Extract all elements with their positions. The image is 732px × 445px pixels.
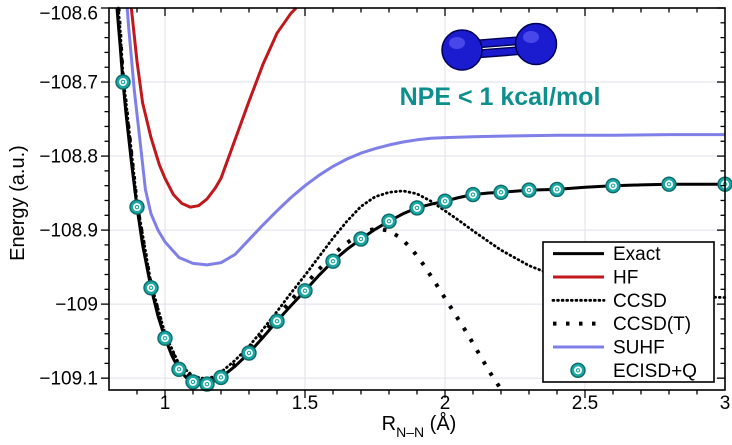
legend-item-hf: HF [553, 268, 638, 289]
npe-annotation: NPE < 1 kcal/mol [399, 83, 601, 111]
ecisd-q-marker [129, 199, 145, 215]
series-curves [115, 6, 732, 392]
series-hf-curve [129, 6, 298, 209]
nitrogen-atom-left [441, 29, 483, 71]
ecisd-q-marker [241, 345, 257, 361]
series-exact-curve [115, 7, 725, 386]
legend-label-ccsd-t: CCSD(T) [613, 314, 691, 335]
series-suhf-curve [125, 7, 725, 267]
legend-label-exact: Exact [613, 244, 661, 265]
ecisd-q-marker [213, 369, 229, 386]
legend-item-ccsd-t: CCSD(T) [553, 314, 691, 335]
ecisd-q-marker [269, 313, 285, 329]
ecisd-q-marker [521, 182, 537, 198]
y-tick-label: −108.7 [39, 73, 98, 94]
ecisd-q-marker [171, 361, 187, 377]
ecisd-q-marker [465, 186, 481, 203]
ecisd-q-marker [185, 374, 201, 390]
x-axis-label: RN–N (Å) [309, 413, 529, 440]
x-axis-label-suffix: (Å) [424, 413, 457, 435]
y-tick-label: −108.6 [39, 4, 98, 25]
y-tick-label: −108.8 [39, 147, 98, 168]
ecisd-q-marker [115, 74, 131, 90]
series-ecisd-q-markers [115, 74, 732, 392]
x-tick-label: 1.5 [292, 393, 318, 414]
series-ccsd-t-curve [116, 7, 504, 392]
legend-item-ecisd-q: ECISD+Q [570, 361, 697, 382]
ecisd-q-marker [157, 330, 173, 346]
tick-labels: 1 1.5 2 2.5 3 −108.6 −108.7 −108.8 −108.9 −109 −10… [39, 4, 730, 415]
n2-molecule [441, 22, 558, 71]
ecisd-q-marker [661, 176, 677, 192]
x-axis-label-subscript: N–N [396, 424, 425, 440]
ecisd-q-marker [549, 181, 565, 198]
plot-border [108, 7, 726, 391]
legend-label-ecisd-q: ECISD+Q [613, 361, 697, 382]
y-tick-label: −108.9 [39, 221, 98, 242]
y-tick-label: −109.1 [39, 369, 98, 390]
legend-item-suhf: SUHF [553, 338, 665, 359]
ecisd-q-marker [381, 213, 397, 229]
legend-label-hf: HF [613, 268, 638, 289]
legend-box [542, 241, 715, 383]
ecisd-q-marker [605, 177, 621, 194]
ecisd-q-marker [297, 283, 313, 299]
legend-label-suhf: SUHF [613, 338, 665, 359]
x-tick-label: 2 [440, 393, 451, 414]
ecisd-q-marker [199, 376, 215, 392]
axis-ticks [101, 7, 725, 398]
x-tick-label: 3 [720, 393, 731, 414]
ecisd-q-marker [493, 184, 509, 201]
atom-highlight-right [523, 31, 539, 43]
ecisd-q-marker [437, 193, 453, 209]
ecisd-q-marker [325, 253, 341, 269]
atom-highlight-left [449, 37, 465, 49]
legend-label-ccsd: CCSD [613, 291, 667, 312]
legend-item-ccsd: CCSD [551, 291, 667, 312]
y-axis-label: Energy (a.u.) [7, 145, 29, 261]
ecisd-q-marker [353, 231, 369, 247]
x-tick-label: 1 [160, 393, 171, 414]
legend-item-exact: Exact [553, 244, 661, 265]
ecisd-q-marker [143, 280, 159, 296]
x-axis-label-prefix: R [381, 413, 397, 435]
nitrogen-atom-right [514, 22, 558, 66]
y-tick-label: −109 [55, 295, 98, 316]
x-tick-label: 2.5 [572, 393, 598, 414]
ecisd-q-marker [409, 200, 425, 216]
